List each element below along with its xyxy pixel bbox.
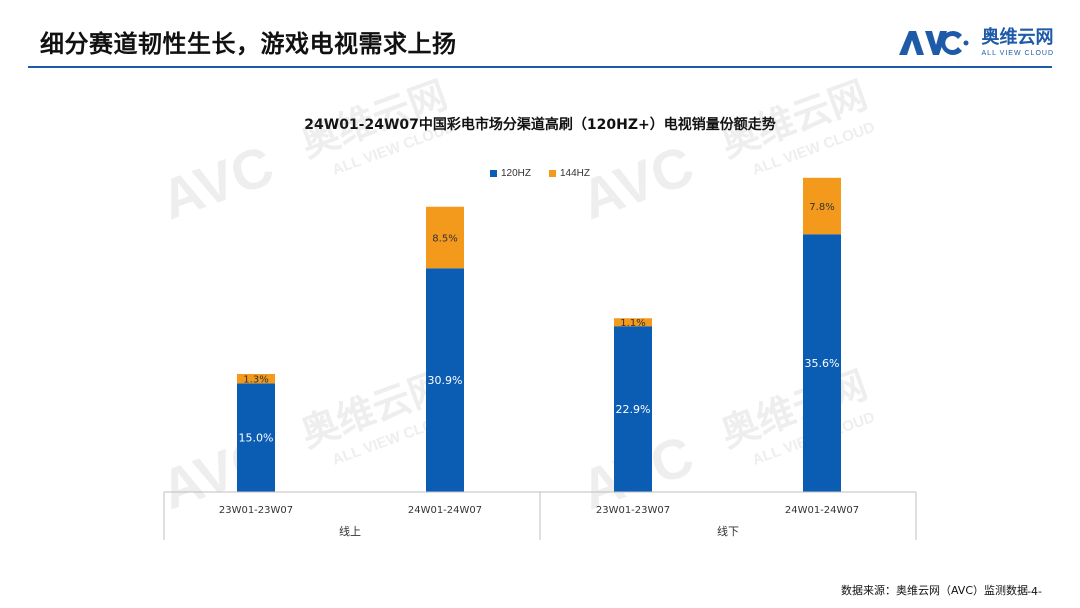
x-group-label: 线下	[717, 524, 739, 538]
x-tick-label: 24W01-24W07	[785, 505, 859, 516]
x-tick-label: 24W01-24W07	[408, 505, 482, 516]
data-label-144hz: 8.5%	[432, 234, 457, 245]
legend-label-120hz: 120HZ	[500, 168, 531, 179]
brand-en: ALL VIEW CLOUD	[981, 50, 1054, 57]
bar-120hz	[237, 383, 275, 492]
watermark-mark: AVC	[153, 133, 282, 231]
chart-legend: 120HZ 144HZ	[0, 168, 1080, 179]
x-group-label: 线上	[339, 524, 361, 538]
bar-144hz	[614, 318, 652, 327]
bar-120hz	[614, 326, 652, 492]
data-label-144hz: 1.1%	[620, 318, 645, 329]
footer-source: 数据来源：奥维云网（AVC）监测数据	[840, 584, 1028, 597]
bar-120hz	[426, 268, 464, 492]
x-tick-label: 23W01-23W07	[219, 505, 293, 516]
data-label-120hz: 22.9%	[616, 403, 651, 416]
bar-144hz	[237, 373, 275, 384]
data-label-144hz: 7.8%	[809, 202, 834, 213]
data-label-120hz: 30.9%	[428, 374, 463, 387]
legend-item-120hz: 120HZ	[489, 168, 531, 179]
logo-a	[898, 31, 924, 55]
chart-title: 24W01-24W07中国彩电市场分渠道高刷（120HZ+）电视销量份额走势	[304, 117, 776, 133]
avc-letters	[898, 31, 962, 55]
logo-c	[940, 31, 962, 55]
bar-144hz	[426, 206, 464, 269]
legend-item-144hz: 144HZ	[549, 168, 590, 179]
data-label-144hz: 1.3%	[243, 375, 268, 386]
header-rule	[28, 66, 1052, 68]
brand: 奥维云网 ALL VIEW CLOUD	[896, 24, 1054, 62]
bar-layer: 15.0% 1.3% 30.9% 8.5% 22.9% 1.1% 35.6% 7.8%	[237, 177, 841, 493]
bar-144hz	[803, 177, 841, 235]
legend-swatch-144hz	[549, 170, 556, 177]
logo-dot	[963, 40, 969, 46]
axis-layer: 23W01-23W07 24W01-24W07 23W01-23W07 24W01-2…	[163, 491, 917, 540]
legend-label-144hz: 144HZ	[560, 168, 591, 179]
watermark-mark: AVC	[573, 133, 702, 231]
legend-swatch-120hz	[489, 170, 497, 177]
bar-120hz	[803, 234, 841, 493]
x-tick-label: 23W01-23W07	[596, 505, 670, 516]
logo-v	[924, 31, 947, 55]
avc-logo-icon	[898, 31, 969, 55]
footer-page-number: -4-	[1027, 585, 1042, 598]
page-title: 细分赛道韧性生长，游戏电视需求上扬	[40, 30, 457, 58]
data-label-120hz: 35.6%	[805, 357, 840, 370]
data-label-120hz: 15.0%	[239, 432, 274, 445]
brand-zh: 奥维云网	[981, 27, 1054, 48]
brand-wordmark: 奥维云网 ALL VIEW CLOUD	[981, 27, 1054, 58]
